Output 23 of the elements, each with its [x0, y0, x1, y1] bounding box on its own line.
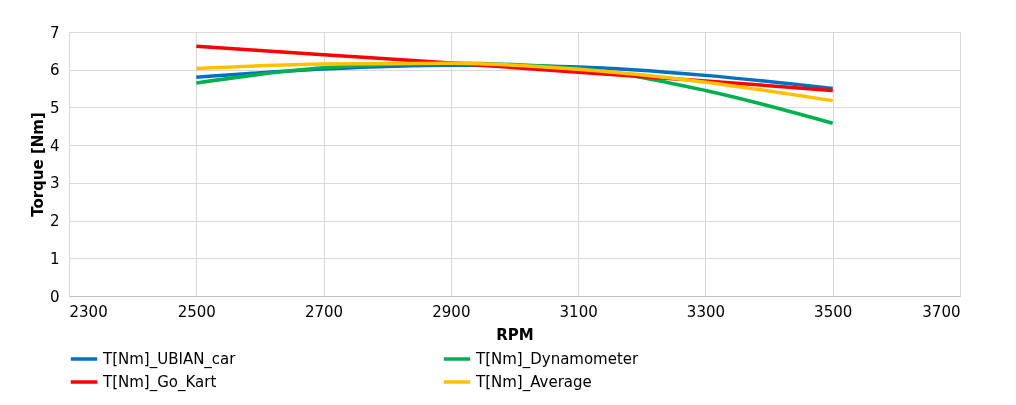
- x-tick-label: 3300: [686, 302, 726, 321]
- y-tick-label: 6: [49, 61, 60, 80]
- y-tick-label: 0: [49, 287, 60, 306]
- x-tick-label: 3500: [814, 302, 853, 321]
- y-tick-label: 2: [49, 212, 60, 231]
- x-tick-label: 2900: [432, 302, 471, 321]
- y-axis-title: Torque [Nm]: [28, 112, 47, 217]
- y-tick-label: 4: [49, 136, 60, 155]
- y-tick-label: 7: [49, 23, 60, 42]
- x-tick-label: 2500: [177, 302, 216, 321]
- x-axis-title: RPM: [496, 325, 534, 344]
- x-tick-label: 2300: [69, 302, 108, 321]
- legend-label: T[Nm]_Go_Kart: [102, 373, 217, 392]
- y-tick-label: 1: [49, 249, 60, 268]
- y-tick-label: 5: [49, 98, 60, 117]
- y-tick-label: 3: [49, 174, 60, 193]
- x-tick-label: 3700: [922, 302, 961, 321]
- x-tick-label: 3100: [559, 302, 598, 321]
- x-tick-label: 2700: [304, 302, 344, 321]
- legend-label: T[Nm]_Average: [475, 373, 592, 392]
- line-series: [194, 61, 835, 103]
- legend-label: T[Nm]_UBIAN_car: [102, 350, 237, 369]
- legend-label: T[Nm]_Dynamometer: [475, 350, 640, 369]
